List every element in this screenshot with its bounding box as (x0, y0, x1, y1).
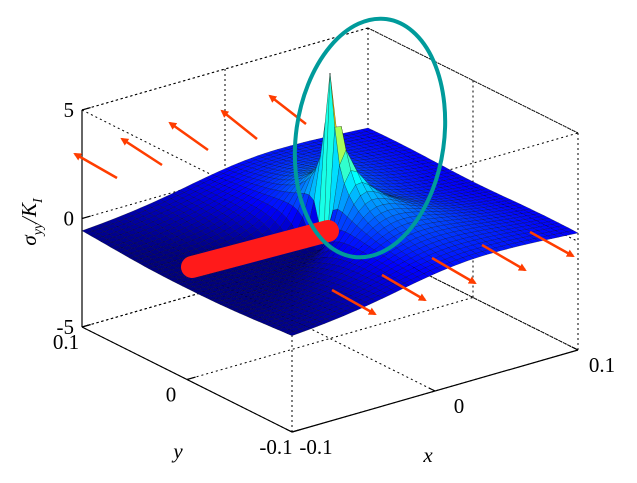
x-tick (285, 428, 293, 433)
arrow (381, 273, 427, 302)
arrow (331, 288, 377, 316)
arrow (73, 152, 118, 180)
arrow (529, 230, 575, 258)
y-tick-label: -0.1 (259, 435, 292, 459)
y-tick-label: 0.1 (53, 330, 79, 354)
labels: -0.100.1-0.100.1-505 (53, 98, 615, 459)
z-axis-label: σyy/KI (17, 197, 46, 246)
crack (181, 220, 339, 278)
grid-line (81, 326, 293, 433)
arrow (120, 137, 163, 167)
surface (81, 73, 579, 336)
z-tick-label: 0 (64, 207, 75, 231)
arrow (168, 121, 209, 152)
surface-patch (286, 331, 299, 336)
x-tick-label: 0 (454, 394, 465, 418)
z-tick (81, 106, 91, 111)
grid-line (367, 27, 579, 134)
arrow (220, 109, 258, 140)
x-axis-label: x (422, 443, 433, 467)
z-label-part: I (31, 197, 46, 204)
arrow (431, 256, 477, 285)
x-tick-label: -0.1 (299, 435, 332, 459)
x-tick (428, 387, 436, 392)
grid-line (367, 244, 579, 351)
highlight-ellipse (292, 16, 448, 260)
z-label-part: yy (31, 222, 46, 237)
z-tick (81, 215, 91, 220)
arrow (481, 243, 527, 272)
y-tick-label: 0 (166, 383, 177, 407)
z-tick-label: 5 (64, 98, 75, 122)
z-tick (81, 323, 91, 328)
box-edge (367, 27, 579, 134)
y-tick (186, 376, 196, 381)
load-arrows (73, 94, 575, 316)
z-label-part: /K (17, 202, 41, 224)
y-tick (291, 428, 301, 433)
z-tick-label: -5 (57, 315, 75, 339)
x-tick-label: 0.1 (589, 353, 615, 377)
y-axis-label: y (171, 439, 183, 463)
z-label-part: σ (17, 234, 41, 246)
